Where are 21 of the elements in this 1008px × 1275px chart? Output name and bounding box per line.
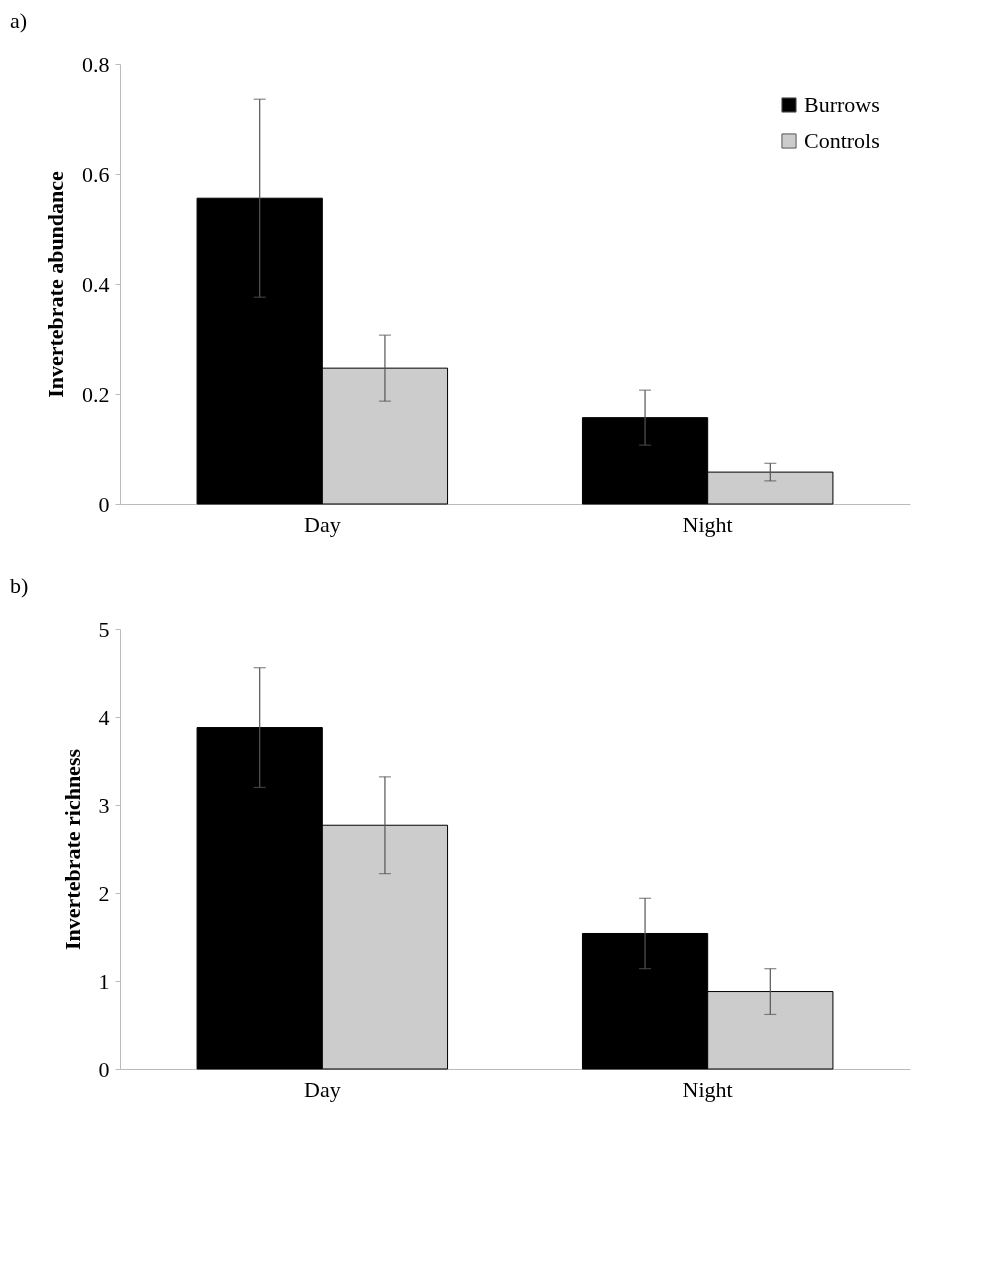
chart-title: a) — [10, 8, 28, 33]
y-tick-label: 0.8 — [82, 51, 110, 77]
x-tick-label: Day — [303, 511, 341, 537]
y-tick-label: 0.2 — [82, 381, 110, 407]
y-axis-title: Invertebrate abundance — [43, 170, 68, 398]
y-tick-label: 0 — [98, 491, 110, 517]
y-axis-title: Invertebrate richness — [59, 748, 85, 951]
y-tick-label: 2 — [98, 880, 110, 906]
chart-title: b) — [10, 573, 29, 598]
x-tick-label: Day — [303, 1076, 341, 1102]
x-tick-label: Night — [682, 1076, 733, 1102]
legend-label: Burrows — [804, 92, 880, 117]
y-tick-label: 5 — [98, 616, 110, 642]
y-tick-label: 1 — [98, 968, 110, 994]
y-tick-label: 4 — [98, 704, 110, 730]
x-tick-label: Night — [682, 511, 733, 537]
legend-label: Controls — [804, 128, 880, 153]
y-tick-label: 3 — [98, 792, 110, 818]
y-tick-label: 0 — [98, 1056, 110, 1082]
y-tick-label: 0.4 — [82, 271, 110, 297]
y-tick-label: 0.6 — [82, 161, 110, 187]
